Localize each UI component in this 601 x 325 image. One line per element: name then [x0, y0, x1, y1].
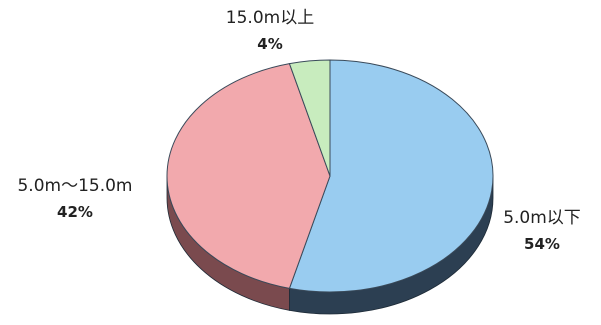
slice-percent: 54% [524, 235, 560, 254]
slice-label-5m-15m: 5.0m～15.0m 42% [0, 176, 150, 222]
slice-top [288, 59, 331, 177]
pie-tops [166, 59, 494, 293]
slice-category: 15.0m以上 [225, 8, 315, 28]
slice-category: 5.0m～15.0m [17, 176, 133, 196]
slice-top [288, 59, 494, 293]
slice-label-15m-over: 15.0m以上 4% [205, 8, 335, 54]
slice-label-5m-under: 5.0m以下 54% [492, 208, 592, 254]
slice-percent: 42% [57, 203, 93, 222]
slice-top [166, 63, 331, 289]
slice-category: 5.0m以下 [503, 208, 581, 228]
slice-percent: 4% [257, 35, 283, 54]
